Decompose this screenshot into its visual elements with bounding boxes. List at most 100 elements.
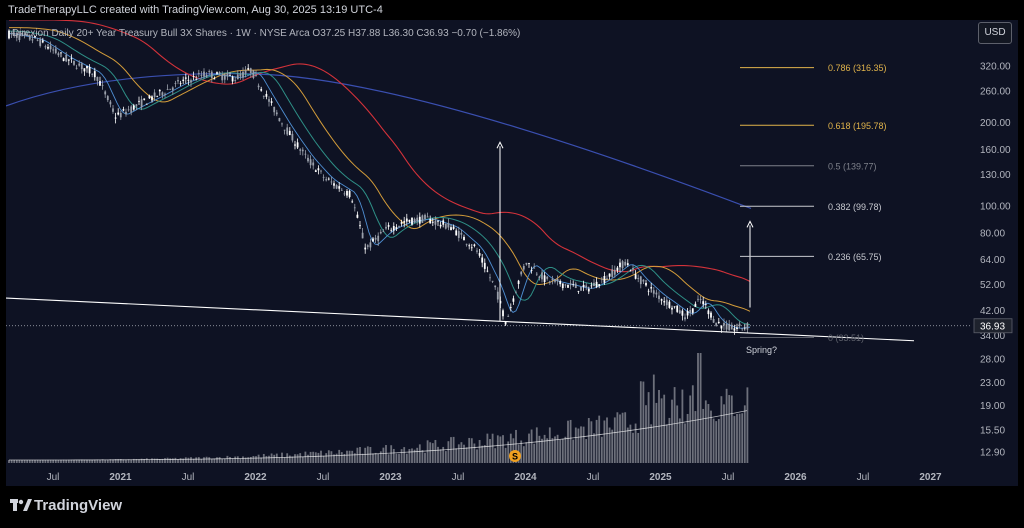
- candle-body: [288, 130, 291, 136]
- candle-body: [665, 299, 668, 306]
- candle-body: [691, 308, 694, 313]
- volume-bar: [728, 395, 731, 463]
- volume-bar: [522, 446, 525, 463]
- volume-bar: [270, 453, 273, 463]
- volume-bar: [158, 459, 161, 463]
- candle-body: [304, 153, 307, 155]
- volume-bar: [595, 419, 598, 463]
- candle-body: [398, 225, 400, 227]
- candle-body: [452, 226, 455, 229]
- volume-bar: [138, 459, 140, 463]
- candle-body: [174, 82, 177, 84]
- candle-body: [580, 286, 582, 291]
- candle-body: [161, 92, 164, 96]
- volume-bar: [260, 457, 263, 463]
- volume-bar: [377, 453, 380, 463]
- volume-bar: [86, 459, 88, 463]
- currency-button[interactable]: USD: [978, 22, 1012, 44]
- volume-bar: [418, 444, 421, 463]
- candle-body: [184, 77, 187, 79]
- volume-bar: [678, 418, 681, 463]
- candle-body: [496, 291, 499, 300]
- volume-bar: [275, 453, 278, 463]
- candle-body: [296, 142, 299, 148]
- candle-body: [655, 292, 658, 295]
- candle-body: [18, 34, 21, 40]
- volume-bar: [174, 457, 177, 463]
- drawings: 0.786 (316.35) 0.618 (195.78) 0.5 (139.77)…: [6, 63, 971, 462]
- candle-body: [252, 70, 255, 78]
- ma-20-line: [9, 30, 751, 326]
- volume-bar: [353, 453, 356, 463]
- candle-body: [457, 231, 460, 238]
- volume-bar: [481, 445, 484, 463]
- candle-body: [741, 328, 744, 330]
- candle-body: [340, 189, 343, 191]
- candle-body: [374, 237, 377, 240]
- candle-body: [366, 245, 369, 247]
- volume-bar: [665, 424, 668, 463]
- candle-body: [650, 287, 653, 289]
- volume-bar: [182, 458, 185, 463]
- candle-body: [106, 96, 109, 101]
- candle-body: [593, 282, 595, 287]
- chart-frame[interactable]: 0.786 (316.35) 0.618 (195.78) 0.5 (139.77)…: [6, 20, 1018, 486]
- candle-body: [556, 278, 559, 282]
- volume-bar: [686, 413, 689, 463]
- candle-body: [551, 279, 554, 281]
- volume-bar: [668, 417, 671, 463]
- volume-bar: [294, 454, 296, 463]
- volume-bar: [707, 404, 710, 463]
- candle-body: [486, 270, 489, 272]
- candle-body: [387, 225, 390, 227]
- candle-body: [197, 72, 200, 74]
- candle-body: [730, 324, 733, 330]
- volume-bar: [242, 456, 244, 463]
- volume-bar: [28, 459, 31, 463]
- volume-bar: [15, 459, 18, 463]
- candle-body: [99, 80, 101, 86]
- candle-body: [356, 214, 359, 218]
- candle-body: [291, 133, 294, 141]
- volume-bar: [122, 459, 125, 463]
- candle-body: [247, 68, 250, 70]
- candle-body: [249, 68, 252, 74]
- volume-bar: [343, 453, 346, 463]
- candle-body: [403, 221, 406, 223]
- volume-bar: [309, 451, 312, 463]
- volume-bar: [197, 457, 200, 463]
- candle-body: [434, 220, 437, 225]
- volume-bar: [13, 459, 16, 463]
- volume-bar: [676, 405, 679, 463]
- trendline: [6, 297, 915, 342]
- candle-body: [699, 299, 702, 300]
- volume-bar: [75, 459, 78, 463]
- candle-body: [278, 118, 281, 122]
- volume-bar: [114, 459, 117, 463]
- candle-body: [574, 283, 577, 288]
- candle-body: [177, 80, 179, 82]
- candle-body: [512, 298, 515, 302]
- volume-bar: [515, 429, 517, 463]
- candle-body: [382, 231, 385, 233]
- price-chart[interactable]: 0.786 (316.35) 0.618 (195.78) 0.5 (139.77)…: [6, 20, 1018, 486]
- volume-bar: [200, 459, 203, 463]
- volume-bar: [730, 395, 733, 463]
- candle-body: [426, 216, 429, 218]
- volume-bar: [312, 451, 315, 463]
- volume-bar: [340, 452, 343, 463]
- volume-bar: [645, 405, 647, 463]
- volume-bar: [398, 453, 400, 463]
- candle-body: [236, 74, 239, 80]
- volume-bar: [494, 448, 497, 463]
- volume-bar: [551, 438, 554, 463]
- volume-average-line: [9, 410, 748, 461]
- volume-bar: [520, 440, 523, 463]
- candle-body: [442, 220, 445, 225]
- candle-body: [122, 109, 125, 111]
- volume-bar: [83, 459, 86, 463]
- footer: TradingView: [0, 486, 1024, 528]
- candle-body: [57, 53, 60, 56]
- volume-bar: [491, 433, 494, 463]
- volume-bar: [80, 459, 83, 463]
